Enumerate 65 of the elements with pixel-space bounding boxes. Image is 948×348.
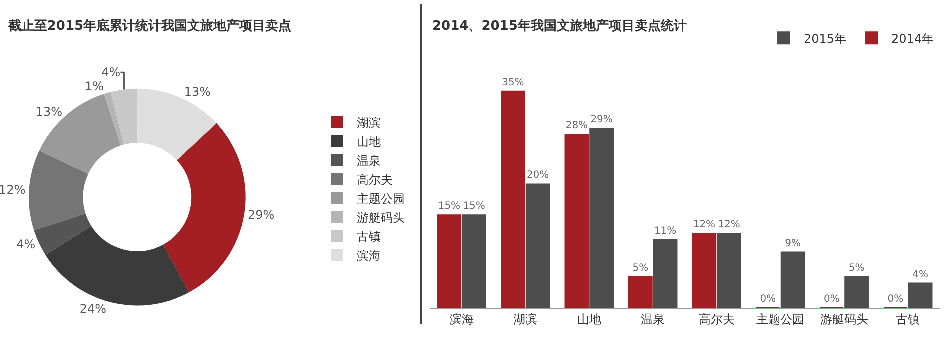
legend-label: 温泉 [357, 154, 381, 168]
donut-slice [34, 214, 92, 256]
data-label: 12% [718, 220, 740, 231]
bar [628, 276, 653, 308]
data-label: 29% [248, 208, 275, 222]
x-tick-label: 游艇码头 [820, 312, 868, 326]
chart-title: 2014、2015年我国文旅地产项目卖点统计 [432, 18, 687, 34]
x-tick-label: 古镇 [896, 312, 920, 326]
bar [717, 233, 742, 308]
donut-slice [163, 123, 246, 293]
bar [780, 252, 806, 308]
data-label: 28% [566, 120, 588, 132]
legend-label: 主题公园 [357, 192, 405, 206]
chart-title: 截止至2015年底累计统计我国文旅地产项目卖点 [7, 18, 292, 34]
donut-slice [104, 92, 124, 146]
legend-label: 游艇码头 [357, 211, 405, 226]
data-label: 24% [80, 302, 107, 316]
x-tick-label: 主题公园 [756, 312, 805, 326]
legend-label: 湖滨 [357, 116, 381, 130]
donut-slice [110, 88, 138, 145]
bar [844, 276, 869, 308]
data-label: 9% [785, 238, 801, 250]
bar [462, 214, 486, 308]
data-label: 5% [848, 263, 865, 274]
bar [908, 282, 933, 308]
legend-label: 2014年 [892, 32, 934, 46]
donut-slice [46, 226, 190, 306]
data-label: 12% [0, 183, 26, 198]
legend-label: 山地 [357, 135, 381, 150]
bar [437, 214, 462, 308]
bar [526, 184, 550, 308]
data-label: 13% [184, 85, 211, 100]
data-label: 13% [36, 104, 62, 119]
bar [653, 239, 678, 308]
data-label: 15% [438, 201, 461, 212]
data-label: 4% [102, 66, 121, 80]
legend-label: 2015年 [804, 32, 847, 46]
bar [590, 128, 614, 308]
data-label: 4% [16, 237, 36, 252]
data-label: 1% [84, 80, 104, 94]
x-tick-label: 滨海 [450, 312, 474, 326]
donut-slice [138, 88, 217, 160]
data-label: 20% [526, 170, 550, 182]
data-label: 0% [888, 294, 904, 305]
data-label: 12% [693, 220, 716, 231]
legend-label: 高尔夫 [357, 173, 393, 188]
data-label: 11% [654, 226, 677, 237]
data-label: 15% [463, 201, 486, 212]
bar [501, 90, 526, 308]
data-label: 5% [632, 263, 649, 274]
x-tick-label: 湖滨 [514, 312, 538, 326]
legend-label: 古镇 [357, 230, 381, 244]
x-tick-label: 温泉 [641, 312, 666, 326]
x-tick-label: 山地 [577, 312, 602, 326]
donut-slice [39, 94, 121, 174]
data-label: 0% [760, 294, 776, 305]
bar [564, 134, 590, 308]
data-label: 0% [824, 294, 840, 305]
data-label: 29% [590, 114, 613, 126]
donut-slice [29, 150, 88, 230]
bar [692, 233, 717, 308]
x-tick-label: 高尔夫 [698, 312, 735, 326]
legend-label: 滨海 [357, 249, 381, 264]
data-label: 35% [502, 77, 524, 88]
data-label: 4% [912, 269, 928, 280]
